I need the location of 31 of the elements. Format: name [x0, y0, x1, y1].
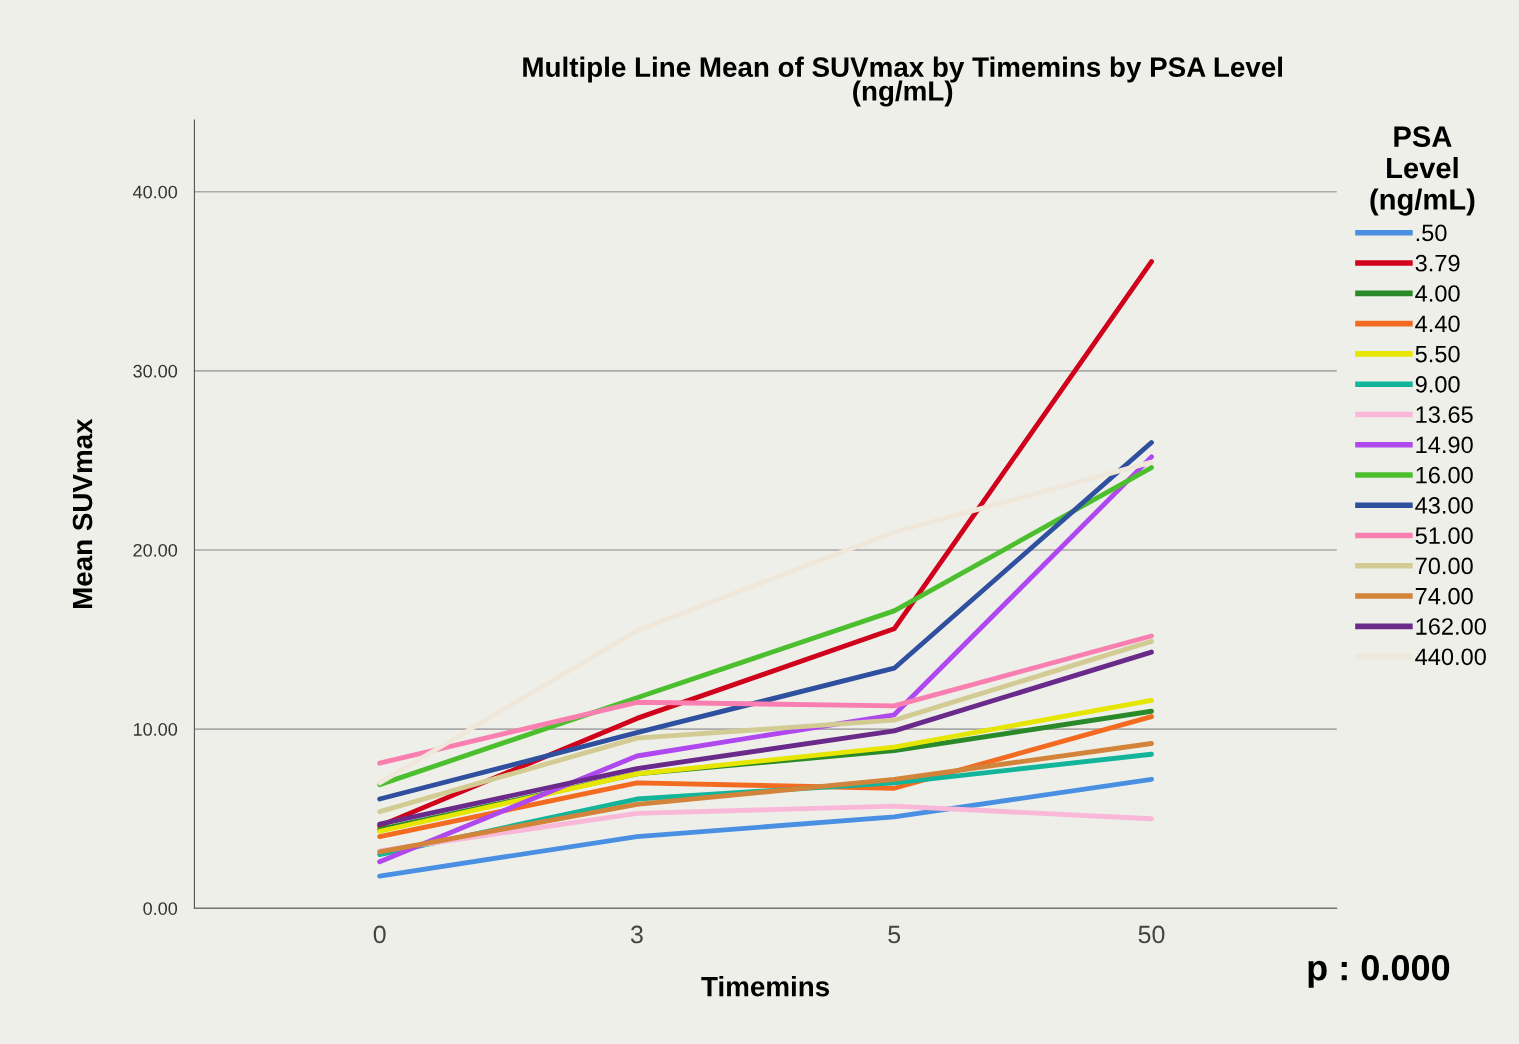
legend-label: 74.00 [1415, 587, 1473, 605]
x-axis-title: Timemins [701, 976, 830, 997]
y-tick-label: 30.00 [133, 364, 178, 378]
chart-title: Multiple Line Mean of SUVmax by Timemins by PSA Level (ng/mL) [523, 56, 1282, 107]
y-tick-label: 0.00 [143, 902, 178, 915]
line-series [377, 633, 1154, 766]
y-tick-label: 20.00 [133, 543, 178, 557]
legend-label: 4.40 [1415, 315, 1460, 333]
text: p : 0.000 [1308, 955, 1450, 988]
x-tick-label: 0 [373, 925, 386, 944]
x-tick-label: 3 [630, 925, 643, 944]
legend-label: 16.00 [1416, 466, 1473, 484]
y-tick-label: 40.00 [133, 185, 178, 199]
legend-label: 13.65 [1416, 406, 1473, 423]
legend-label: 5.50 [1415, 345, 1460, 363]
legend-label: .50 [1416, 224, 1447, 242]
legend-label: 4.00 [1415, 285, 1460, 302]
x-tick-label: 50 [1138, 925, 1165, 944]
legend-label: 162.00 [1416, 618, 1486, 635]
legend-label: 440.00 [1415, 648, 1486, 666]
legend-label: 9.00 [1415, 375, 1460, 393]
legend-title: PSA Level (ng/mL) [1370, 126, 1475, 216]
x-tick-label: 5 [888, 925, 901, 944]
legend-label: 51.00 [1415, 527, 1473, 545]
y-axis-title: Mean SUVmax [72, 418, 93, 609]
legend-label: 3.79 [1415, 254, 1460, 272]
y-tick-label: 10.00 [133, 723, 178, 736]
line-series [377, 776, 1154, 879]
legend-label: 14.90 [1416, 436, 1473, 454]
legend-label: 43.00 [1415, 497, 1473, 514]
legend-label: 70.00 [1415, 557, 1473, 575]
